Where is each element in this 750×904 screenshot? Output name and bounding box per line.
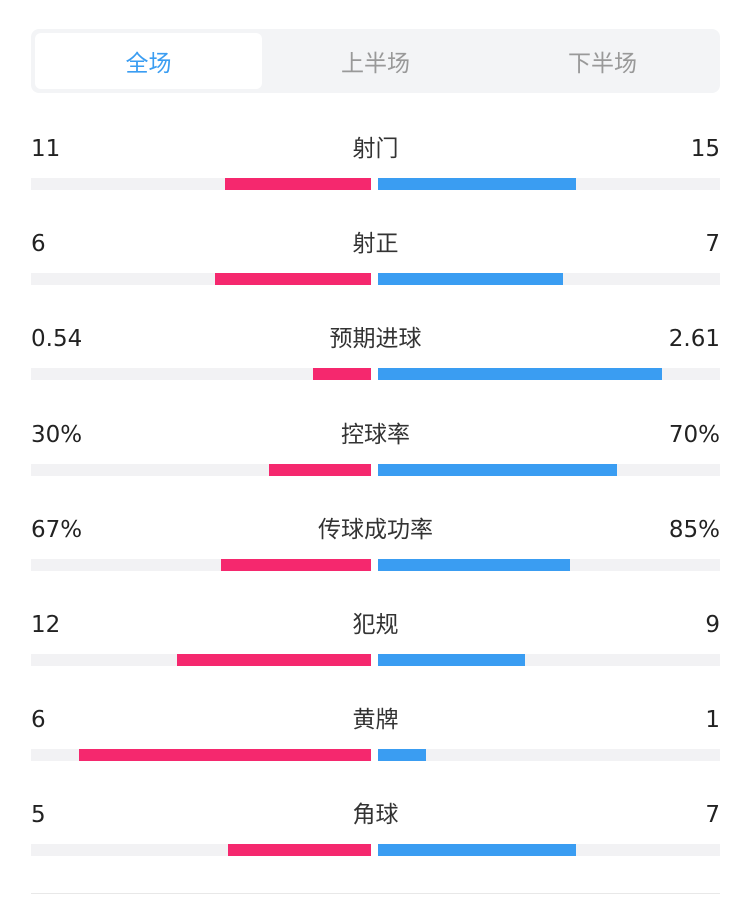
home-value: 0.54 <box>31 326 83 353</box>
away-bar-track <box>378 368 720 381</box>
stat-row-shots-on-target: 6 射正 7 <box>31 213 720 308</box>
home-value: 67% <box>31 516 83 543</box>
stat-label: 犯规 <box>352 611 399 638</box>
home-bar <box>177 653 371 666</box>
home-bar <box>214 273 371 286</box>
away-bar <box>378 273 563 286</box>
tab-full-match[interactable]: 全场 <box>35 33 262 89</box>
away-bar <box>378 178 577 190</box>
away-bar-track <box>378 749 720 762</box>
away-bar-track <box>378 273 720 286</box>
divider <box>31 893 720 894</box>
period-tabs: 全场 上半场 下半场 <box>31 29 720 93</box>
away-bar-track <box>378 463 720 476</box>
away-bar-track <box>378 558 720 571</box>
stat-label: 控球率 <box>341 421 410 448</box>
away-value: 15 <box>690 136 720 162</box>
home-bar-track <box>31 463 371 476</box>
tab-second-half[interactable]: 下半场 <box>568 51 637 77</box>
stat-row-xg: 0.54 预期进球 2.61 <box>31 308 720 403</box>
stat-row-possession: 30% 控球率 70% <box>31 404 720 499</box>
away-bar <box>378 368 662 381</box>
home-bar-track <box>31 653 371 666</box>
away-bar <box>378 463 618 476</box>
home-bar <box>78 749 371 762</box>
away-bar <box>378 749 426 762</box>
stat-label: 射门 <box>352 136 399 162</box>
home-bar <box>269 463 371 476</box>
away-value: 7 <box>705 231 720 258</box>
away-value: 7 <box>705 802 720 829</box>
stat-row-shots: 11 射门 15 <box>31 118 720 213</box>
home-bar-track <box>31 749 371 762</box>
home-value: 12 <box>31 611 61 638</box>
stat-label: 黄牌 <box>352 707 399 734</box>
home-value: 30% <box>31 421 83 448</box>
home-value: 5 <box>31 802 46 829</box>
stat-label: 射正 <box>352 231 399 258</box>
home-bar <box>221 558 371 571</box>
home-bar <box>224 178 371 190</box>
stat-label: 传球成功率 <box>318 516 433 543</box>
home-bar <box>228 844 371 857</box>
home-bar-track <box>31 273 371 286</box>
away-bar-track <box>378 653 720 666</box>
stat-row-pass-accuracy: 67% 传球成功率 85% <box>31 499 720 594</box>
away-bar-track <box>378 178 720 190</box>
away-value: 1 <box>705 707 720 734</box>
home-value: 6 <box>31 707 46 734</box>
stat-row-corners: 5 角球 7 <box>31 784 720 879</box>
away-value: 85% <box>668 516 720 543</box>
away-value: 70% <box>668 421 720 448</box>
stats-list: 11 射门 15 6 射正 7 0.54 预期进球 2.61 30% 控球率 70% 67% 传球成功率 8… <box>31 118 720 880</box>
home-bar <box>313 368 371 381</box>
stat-row-yellow-cards: 6 黄牌 1 <box>31 689 720 784</box>
stat-row-fouls: 12 犯规 9 <box>31 594 720 689</box>
stat-label: 角球 <box>352 802 399 829</box>
home-bar-track <box>31 178 371 190</box>
away-bar-track <box>378 844 720 857</box>
home-value: 11 <box>31 136 61 162</box>
home-bar-track <box>31 558 371 571</box>
away-bar <box>378 558 570 571</box>
away-bar <box>378 844 577 857</box>
stat-label: 预期进球 <box>329 326 422 353</box>
tab-first-half[interactable]: 上半场 <box>341 51 410 77</box>
away-bar <box>378 653 526 666</box>
home-value: 6 <box>31 231 46 258</box>
away-value: 2.61 <box>668 326 720 353</box>
away-value: 9 <box>705 611 720 638</box>
home-bar-track <box>31 368 371 381</box>
home-bar-track <box>31 844 371 857</box>
